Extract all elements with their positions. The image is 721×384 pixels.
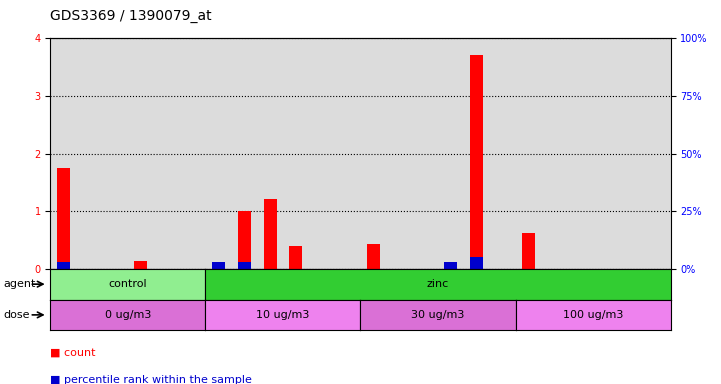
Bar (367, 244, 380, 269)
Text: ■ count: ■ count (50, 348, 96, 358)
Text: GDS3369 / 1390079_at: GDS3369 / 1390079_at (50, 9, 212, 23)
Text: dose: dose (4, 310, 30, 320)
Bar (289, 246, 302, 269)
Text: zinc: zinc (427, 279, 449, 289)
Bar (238, 262, 251, 269)
Bar (57, 168, 70, 269)
Bar (470, 55, 483, 269)
Bar (57, 262, 70, 269)
Bar (470, 257, 483, 269)
Text: 0 ug/m3: 0 ug/m3 (105, 310, 151, 320)
Text: ■ percentile rank within the sample: ■ percentile rank within the sample (50, 375, 252, 384)
Bar (134, 261, 147, 269)
Bar (522, 233, 535, 269)
Text: 100 ug/m3: 100 ug/m3 (563, 310, 623, 320)
Text: 30 ug/m3: 30 ug/m3 (411, 310, 465, 320)
Text: agent: agent (4, 279, 36, 289)
Bar (444, 262, 457, 269)
Text: control: control (109, 279, 147, 289)
Text: 10 ug/m3: 10 ug/m3 (256, 310, 310, 320)
Bar (212, 262, 225, 269)
Bar (264, 199, 277, 269)
Bar (238, 211, 251, 269)
